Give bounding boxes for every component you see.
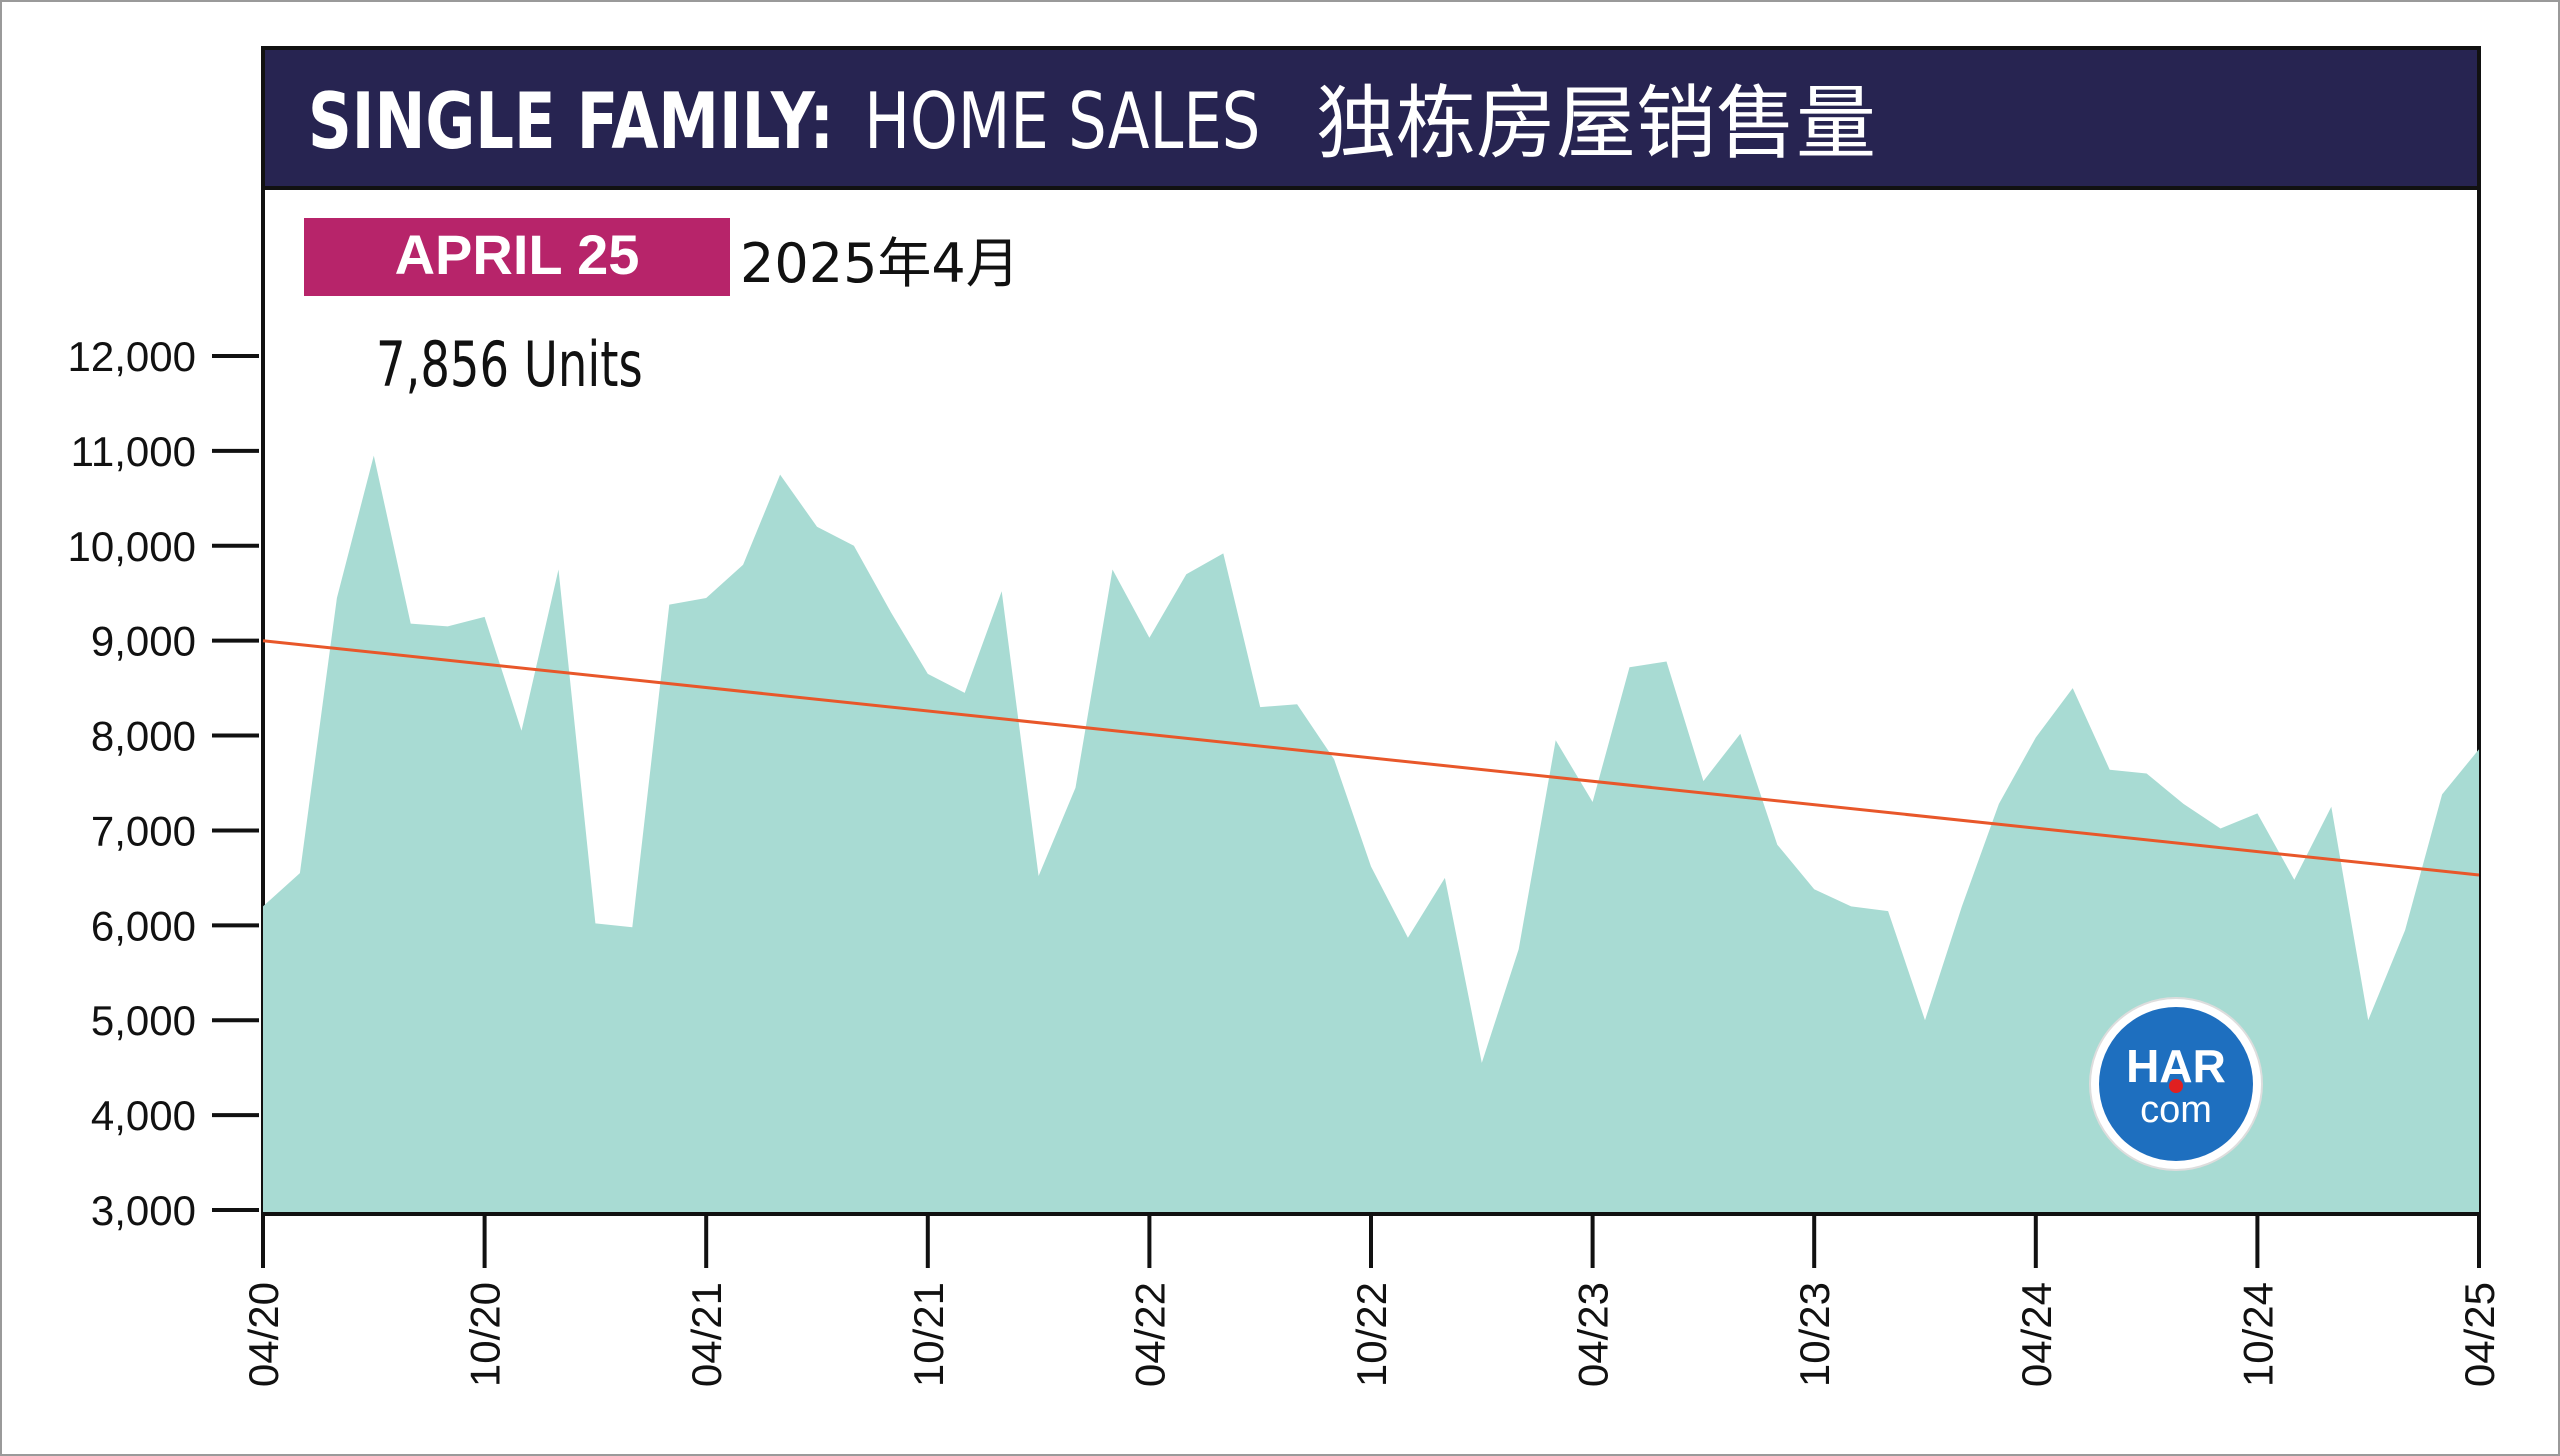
y-tick-label: 4,000 <box>91 1092 196 1139</box>
x-tick-label: 10/20 <box>462 1282 509 1387</box>
y-tick-label: 5,000 <box>91 997 196 1044</box>
y-tick-label: 8,000 <box>91 713 196 760</box>
logo-red-dot <box>2169 1079 2183 1093</box>
x-tick-label: 10/24 <box>2234 1282 2281 1387</box>
x-axis: 04/20 10/20 04/21 10/21 04/22 10/22 04/23 10/23… <box>240 1214 2503 1387</box>
sales-area <box>263 455 2479 1213</box>
y-tick-label: 3,000 <box>91 1187 196 1234</box>
y-tick-label: 9,000 <box>91 618 196 665</box>
header-title-bold: SINGLE FAMILY: <box>308 77 834 167</box>
y-axis: 3,000 4,000 5,000 6,000 7,000 8,000 9,000 10,00… <box>68 333 259 1234</box>
date-badge <box>304 218 730 296</box>
x-tick-label: 04/23 <box>1570 1282 1617 1387</box>
trend-line <box>262 639 2480 877</box>
x-tick-label: 04/24 <box>2013 1282 2060 1387</box>
y-tick-label: 11,000 <box>71 428 196 475</box>
x-tick-label: 04/20 <box>240 1282 287 1387</box>
header-bar <box>261 46 2481 190</box>
y-tick-label: 10,000 <box>68 523 196 570</box>
x-tick-label: 04/25 <box>2456 1282 2503 1387</box>
date-badge-chinese: 2025年4月 <box>740 232 1020 295</box>
x-tick-label: 04/22 <box>1126 1282 1173 1387</box>
x-tick-label: 10/21 <box>905 1282 952 1387</box>
header-title-regular: HOME SALES <box>864 77 1260 167</box>
date-badge-label: APRIL 25 <box>395 223 640 286</box>
logo-com-text: com <box>2140 1089 2212 1131</box>
y-tick-label: 7,000 <box>91 807 196 854</box>
units-callout: 7,856 Units <box>376 328 643 400</box>
x-tick-label: 10/22 <box>1348 1282 1395 1387</box>
x-tick-label: 10/23 <box>1791 1282 1838 1387</box>
har-logo: HAR com <box>2089 997 2263 1171</box>
header-title: SINGLE FAMILY: HOME SALES <box>308 77 1260 167</box>
plot-layer <box>262 455 2480 1213</box>
y-tick-label: 12,000 <box>68 333 196 380</box>
x-tick-label: 04/21 <box>683 1282 730 1387</box>
y-tick-label: 6,000 <box>91 902 196 949</box>
header-title-chinese: 独栋房屋销售量 <box>1316 77 1876 170</box>
